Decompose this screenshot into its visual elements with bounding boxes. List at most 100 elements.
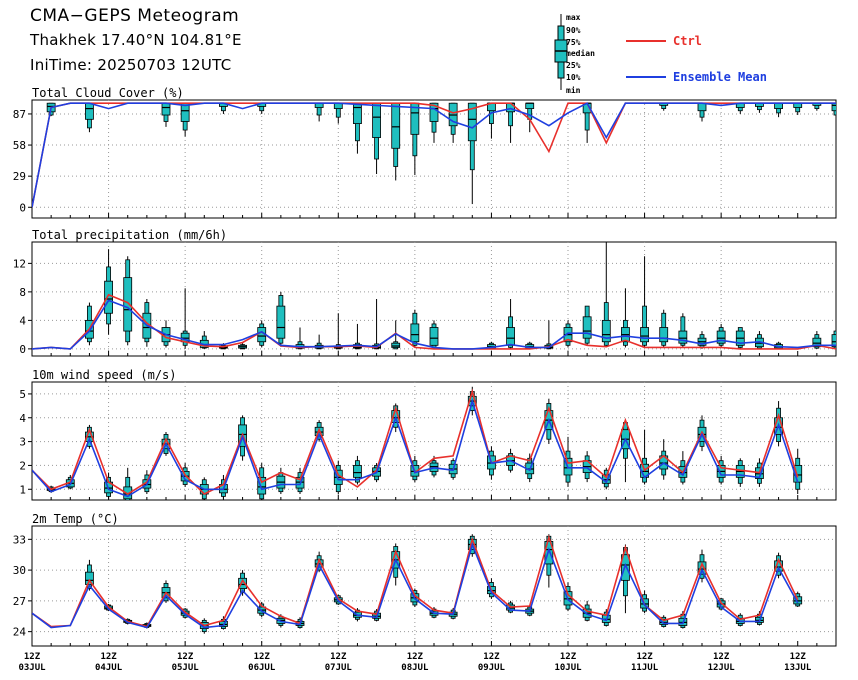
ensemble-box bbox=[333, 313, 343, 350]
x-tick-label-date: 05JUL bbox=[172, 663, 200, 673]
init-time-label: IniTime: 20250703 12UTC bbox=[30, 56, 232, 74]
ensemble-box bbox=[735, 327, 745, 349]
ensemble-box bbox=[314, 102, 324, 122]
ensemble-box bbox=[238, 343, 247, 350]
box-p25-p75 bbox=[621, 554, 630, 581]
ctrl-line bbox=[32, 293, 836, 350]
box-p25-p75 bbox=[467, 102, 477, 142]
panel-title: Total precipitation (mm/6h) bbox=[32, 228, 227, 242]
box-legend-label: 75% bbox=[566, 38, 581, 47]
box-legend-label: max bbox=[566, 13, 581, 22]
box-p25-p75 bbox=[85, 102, 94, 120]
y-tick-label: 8 bbox=[19, 286, 26, 299]
x-tick-label-date: 06JUL bbox=[248, 663, 276, 673]
ensemble-box bbox=[506, 299, 515, 349]
x-tick-label-date: 13JUL bbox=[784, 663, 812, 673]
ensemble-box bbox=[429, 320, 439, 349]
y-tick-label: 5 bbox=[19, 388, 26, 401]
y-tick-label: 27 bbox=[13, 595, 26, 608]
box-p25-p75 bbox=[123, 486, 133, 500]
box-p25-p75 bbox=[582, 316, 592, 339]
y-tick-label: 30 bbox=[13, 564, 26, 577]
ensemble-box bbox=[104, 249, 113, 335]
legend-label-ctrl: Ctrl bbox=[673, 34, 702, 48]
ensemble-box bbox=[640, 590, 649, 614]
x-tick-label-hour: 12Z bbox=[636, 652, 653, 662]
box-p25-p75 bbox=[391, 342, 401, 348]
ensemble-box bbox=[601, 242, 611, 348]
box-p25-p75 bbox=[238, 577, 247, 589]
ensemble-box bbox=[621, 288, 630, 348]
x-tick-label-hour: 12Z bbox=[713, 652, 730, 662]
panel-3: 2m Temp (°C) 24 27 30 33 bbox=[13, 512, 837, 647]
x-tick-label-date: 07JUL bbox=[325, 663, 353, 673]
ensemble-box bbox=[697, 331, 707, 349]
y-tick-label: 58 bbox=[13, 139, 26, 152]
box-p25-p75 bbox=[831, 334, 836, 348]
ensemble-mean-line bbox=[32, 398, 799, 498]
box-p25-p75 bbox=[429, 327, 439, 346]
ensemble-box bbox=[678, 313, 688, 348]
box-p25-p75 bbox=[812, 337, 822, 348]
y-tick-label: 2 bbox=[19, 459, 26, 472]
x-tick-label-date: 12JUL bbox=[708, 663, 736, 673]
box-legend-label: min bbox=[566, 85, 581, 95]
box-p25-p75 bbox=[353, 102, 362, 125]
ensemble-box bbox=[219, 616, 228, 630]
x-tick-label-hour: 12Z bbox=[100, 652, 117, 662]
x-tick-label-hour: 12Z bbox=[407, 652, 424, 662]
ensemble-box bbox=[659, 102, 669, 111]
ensemble-box bbox=[582, 451, 592, 483]
ensemble-mean-line bbox=[32, 299, 836, 350]
x-tick-label-date: 11JUL bbox=[631, 663, 659, 673]
plot-area bbox=[32, 242, 836, 350]
ensemble-box bbox=[716, 455, 726, 485]
ensemble-box bbox=[276, 467, 286, 495]
ensemble-box bbox=[276, 291, 286, 347]
box-legend-label: median bbox=[566, 48, 595, 58]
box-p25-p75 bbox=[410, 323, 420, 343]
box-p25-p75 bbox=[85, 571, 94, 585]
y-tick-label: 3 bbox=[19, 436, 26, 449]
ensemble-box bbox=[487, 102, 496, 139]
ensemble-box bbox=[831, 102, 836, 120]
ensemble-box bbox=[161, 102, 171, 127]
ensemble-box bbox=[448, 102, 458, 143]
panel-0: Total Cloud Cover (%) 0 29 58 87 bbox=[13, 86, 837, 219]
box-p25-p75 bbox=[276, 305, 286, 339]
panel-1: Total precipitation (mm/6h) 0 4 8 12 bbox=[13, 228, 837, 357]
ensemble-box bbox=[353, 102, 362, 154]
x-tick-label-date: 08JUL bbox=[401, 663, 429, 673]
box-legend-label: 25% bbox=[566, 61, 581, 70]
box-p25-p75 bbox=[525, 102, 535, 109]
ensemble-box bbox=[831, 327, 836, 349]
x-tick-label-date: 04JUL bbox=[95, 663, 123, 673]
panel-title: 2m Temp (°C) bbox=[32, 512, 119, 526]
box-p25-p75 bbox=[774, 102, 783, 109]
ensemble-box bbox=[659, 439, 669, 480]
ensemble-box bbox=[353, 455, 362, 485]
ensemble-box bbox=[372, 299, 381, 350]
ensemble-box bbox=[410, 309, 420, 348]
ensemble-box bbox=[410, 455, 420, 483]
y-tick-label: 33 bbox=[13, 533, 26, 546]
ensemble-box bbox=[467, 102, 477, 205]
y-tick-label: 0 bbox=[19, 343, 26, 356]
plot-area bbox=[32, 386, 803, 500]
y-tick-label: 87 bbox=[13, 108, 26, 121]
ensemble-box bbox=[735, 458, 745, 487]
ensemble-box bbox=[123, 467, 133, 500]
box-p25-p75 bbox=[716, 330, 726, 344]
ensemble-box bbox=[391, 102, 401, 181]
box-legend: max 90% 75%median 25% 10% min bbox=[554, 13, 595, 95]
x-tick-label-hour: 12Z bbox=[560, 652, 577, 662]
y-tick-label: 4 bbox=[19, 412, 26, 425]
box-p25-p75 bbox=[831, 102, 836, 112]
box-p25-p75 bbox=[506, 327, 515, 346]
ensemble-box bbox=[755, 102, 764, 113]
box-p25-p75 bbox=[257, 476, 267, 495]
panel-frame bbox=[31, 381, 837, 501]
x-tick-label-hour: 12Z bbox=[24, 652, 41, 662]
y-tick-label: 29 bbox=[13, 170, 26, 183]
x-tick-label-hour: 12Z bbox=[330, 652, 347, 662]
